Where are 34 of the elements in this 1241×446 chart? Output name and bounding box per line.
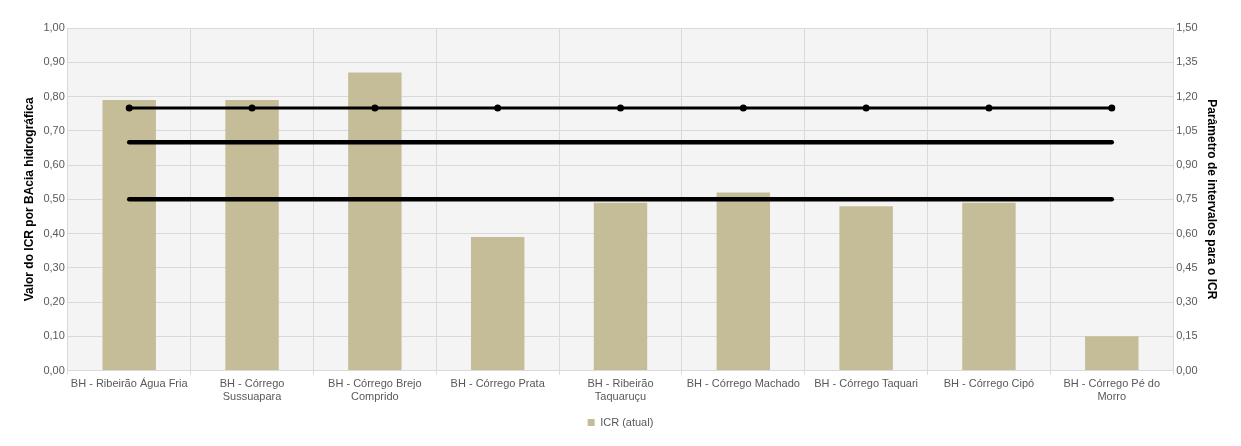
y2-tick-label: 0,30 — [1176, 295, 1198, 308]
legend-label: ICR (atual) — [600, 415, 654, 428]
y-tick-label: 0,70 — [43, 123, 65, 136]
x-tick-label: BH - Córrego Machado — [686, 377, 800, 390]
y2-tick-label: 1,20 — [1176, 89, 1198, 102]
y-tick-label: 0,50 — [43, 192, 65, 205]
x-tick-label: BH - Córrego Pé do Morro — [1063, 377, 1161, 403]
y-tick-label: 0,40 — [43, 226, 65, 239]
y2-tick-label: 0,90 — [1176, 158, 1198, 171]
y2-tick-label: 0,00 — [1176, 363, 1198, 376]
y-tick-label: 0,80 — [43, 89, 65, 102]
x-tick-label: BH - Córrego Sussuapara — [219, 377, 285, 403]
y2-tick-label: 1,05 — [1176, 123, 1198, 136]
y-tick-label: 0,10 — [43, 329, 65, 342]
y-tick-label: 0,00 — [43, 363, 65, 376]
y2-tick-label: 0,75 — [1176, 192, 1198, 205]
x-tick-label: BH - Córrego Taquari — [814, 377, 919, 390]
y2-tick-label: 0,60 — [1176, 226, 1198, 239]
y-tick-label: 0,60 — [43, 158, 65, 171]
y2-tick-label: 0,45 — [1176, 260, 1198, 273]
x-tick-label: BH - Córrego Cipó — [943, 377, 1035, 390]
y-tick-label: 0,20 — [43, 295, 65, 308]
y-tick-label: 0,30 — [43, 260, 65, 273]
y-tick-label: 0,90 — [43, 55, 65, 68]
y2-tick-label: 1,35 — [1176, 55, 1198, 68]
x-tick-label: BH - Ribeirão Água Fria — [70, 377, 189, 390]
x-tick-label: BH - Córrego Prata — [450, 377, 546, 390]
y2-tick-label: 0,15 — [1176, 329, 1198, 342]
y-axis-title: Valor do ICR por BAcia hidrográfica — [21, 96, 36, 302]
y2-axis-title: Parâmetro de intervalos para o ICR — [1205, 99, 1220, 300]
y-tick-label: 1,00 — [43, 21, 65, 34]
y2-tick-label: 1,50 — [1176, 21, 1198, 34]
x-tick-label: BH - Ribeirão Taquaruçu — [587, 377, 654, 403]
x-tick-label: BH - Córrego Brejo Comprido — [328, 377, 422, 403]
